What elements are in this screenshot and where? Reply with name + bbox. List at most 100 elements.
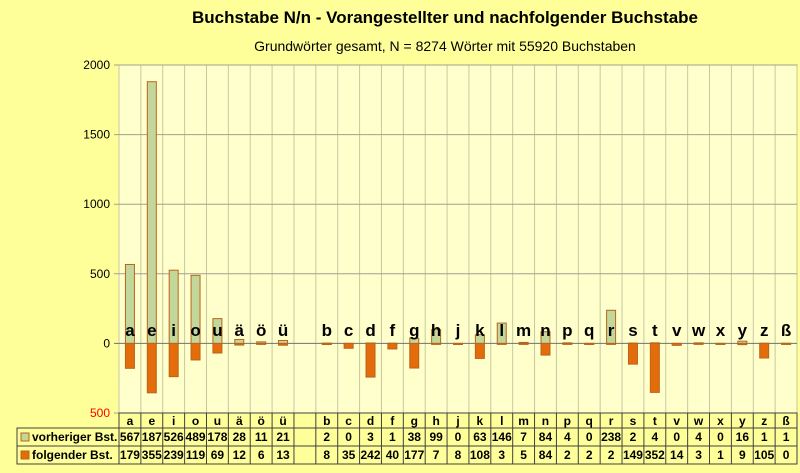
category-label: ü xyxy=(278,321,288,340)
table-header-cell: o xyxy=(192,414,199,428)
legend-label: vorheriger Bst. xyxy=(32,430,117,444)
category-label: ß xyxy=(781,321,791,340)
bar-following xyxy=(606,342,617,345)
table-header-cell: q xyxy=(586,414,593,428)
table-cell: 2 xyxy=(323,430,330,444)
table-cell: 35 xyxy=(342,448,356,462)
table-header-cell: l xyxy=(500,414,503,428)
bar-following xyxy=(146,342,157,394)
table-cell: 1 xyxy=(389,430,396,444)
table-cell: 38 xyxy=(408,430,422,444)
chart-title: Buchstabe N/n - Vorangestellter und nach… xyxy=(192,8,698,27)
table-cell: 526 xyxy=(164,430,184,444)
bar-following xyxy=(387,342,398,350)
table-cell: 12 xyxy=(233,448,247,462)
table-cell: 238 xyxy=(601,430,621,444)
table-cell: 13 xyxy=(276,448,290,462)
table-cell: 69 xyxy=(211,448,225,462)
table-cell: 9 xyxy=(739,448,746,462)
table-header-cell: ß xyxy=(782,414,789,428)
table-header-cell: y xyxy=(739,414,746,428)
y-tick-label: 500 xyxy=(90,406,110,420)
table-cell: 105 xyxy=(754,448,774,462)
table-header-cell: v xyxy=(673,414,680,428)
table-header-cell: s xyxy=(630,414,637,428)
category-label: w xyxy=(691,321,706,340)
table-header-cell: c xyxy=(345,414,352,428)
category-label: c xyxy=(344,321,353,340)
table-cell: 3 xyxy=(498,448,505,462)
bar-following xyxy=(343,342,354,349)
table-header-cell: e xyxy=(148,414,155,428)
table-header-cell: z xyxy=(761,414,767,428)
category-label: d xyxy=(365,321,375,340)
table-cell: 3 xyxy=(695,448,702,462)
y-tick-label: 0 xyxy=(103,336,110,350)
y-tick-label: 2000 xyxy=(83,58,110,72)
table-cell: 352 xyxy=(645,448,665,462)
category-label: i xyxy=(171,321,176,340)
table-cell: 21 xyxy=(276,430,290,444)
category-label: j xyxy=(455,321,461,340)
bar-previous xyxy=(234,339,245,344)
legend-label: folgender Bst. xyxy=(32,448,113,462)
bar-following xyxy=(759,342,770,359)
bar-following xyxy=(453,342,463,346)
bar-following xyxy=(715,342,726,345)
table-cell: 4 xyxy=(651,430,658,444)
category-label: u xyxy=(212,321,222,340)
table-cell: 6 xyxy=(258,448,265,462)
table-cell: 7 xyxy=(433,448,440,462)
table-header-cell: r xyxy=(609,414,614,428)
bar-following xyxy=(409,342,420,369)
table-header-cell: x xyxy=(717,414,724,428)
table-cell: 567 xyxy=(120,430,140,444)
table-cell: 239 xyxy=(164,448,184,462)
bar-following xyxy=(321,342,332,346)
table-header-cell: p xyxy=(564,414,571,428)
table-header-cell: u xyxy=(214,414,221,428)
bar-following xyxy=(737,342,748,346)
table-cell: 3 xyxy=(367,430,374,444)
table-header-cell: k xyxy=(477,414,484,428)
y-tick-label: 500 xyxy=(90,267,110,281)
table-cell: 2 xyxy=(586,448,593,462)
plot-area xyxy=(118,64,798,414)
table-cell: 179 xyxy=(120,448,140,462)
bar-following xyxy=(278,342,289,346)
category-label: q xyxy=(584,321,594,340)
table-cell: 5 xyxy=(520,448,527,462)
category-label: m xyxy=(516,321,531,340)
bar-following xyxy=(431,342,442,345)
table-cell: 2 xyxy=(608,448,615,462)
table-header-cell: a xyxy=(127,414,134,428)
table-cell: 1 xyxy=(717,448,724,462)
legend-swatch xyxy=(20,450,30,460)
category-label: y xyxy=(738,321,748,340)
bar-following xyxy=(693,342,704,345)
category-label: b xyxy=(322,321,332,340)
table-cell: 0 xyxy=(673,430,680,444)
table-cell: 0 xyxy=(586,430,593,444)
table-cell: 355 xyxy=(142,448,162,462)
table-header-cell: w xyxy=(693,414,704,428)
bar-following xyxy=(190,342,201,361)
bar-following xyxy=(365,342,376,378)
table-cell: 0 xyxy=(345,430,352,444)
table-cell: 1 xyxy=(761,430,768,444)
table-header-cell: j xyxy=(455,414,459,428)
y-tick-label: 1500 xyxy=(83,128,110,142)
category-label: ä xyxy=(235,321,245,340)
table-header-cell: d xyxy=(367,414,374,428)
bar-following xyxy=(518,342,529,345)
table-cell: 1 xyxy=(783,430,790,444)
bar-following xyxy=(234,342,245,346)
table-cell: 0 xyxy=(455,430,462,444)
category-label: h xyxy=(431,321,441,340)
table-header-cell: t xyxy=(653,414,657,428)
category-label: p xyxy=(562,321,572,340)
table-cell: 119 xyxy=(186,448,206,462)
table-cell: 63 xyxy=(473,430,487,444)
bar-following xyxy=(562,342,573,345)
table-cell: 8 xyxy=(323,448,330,462)
